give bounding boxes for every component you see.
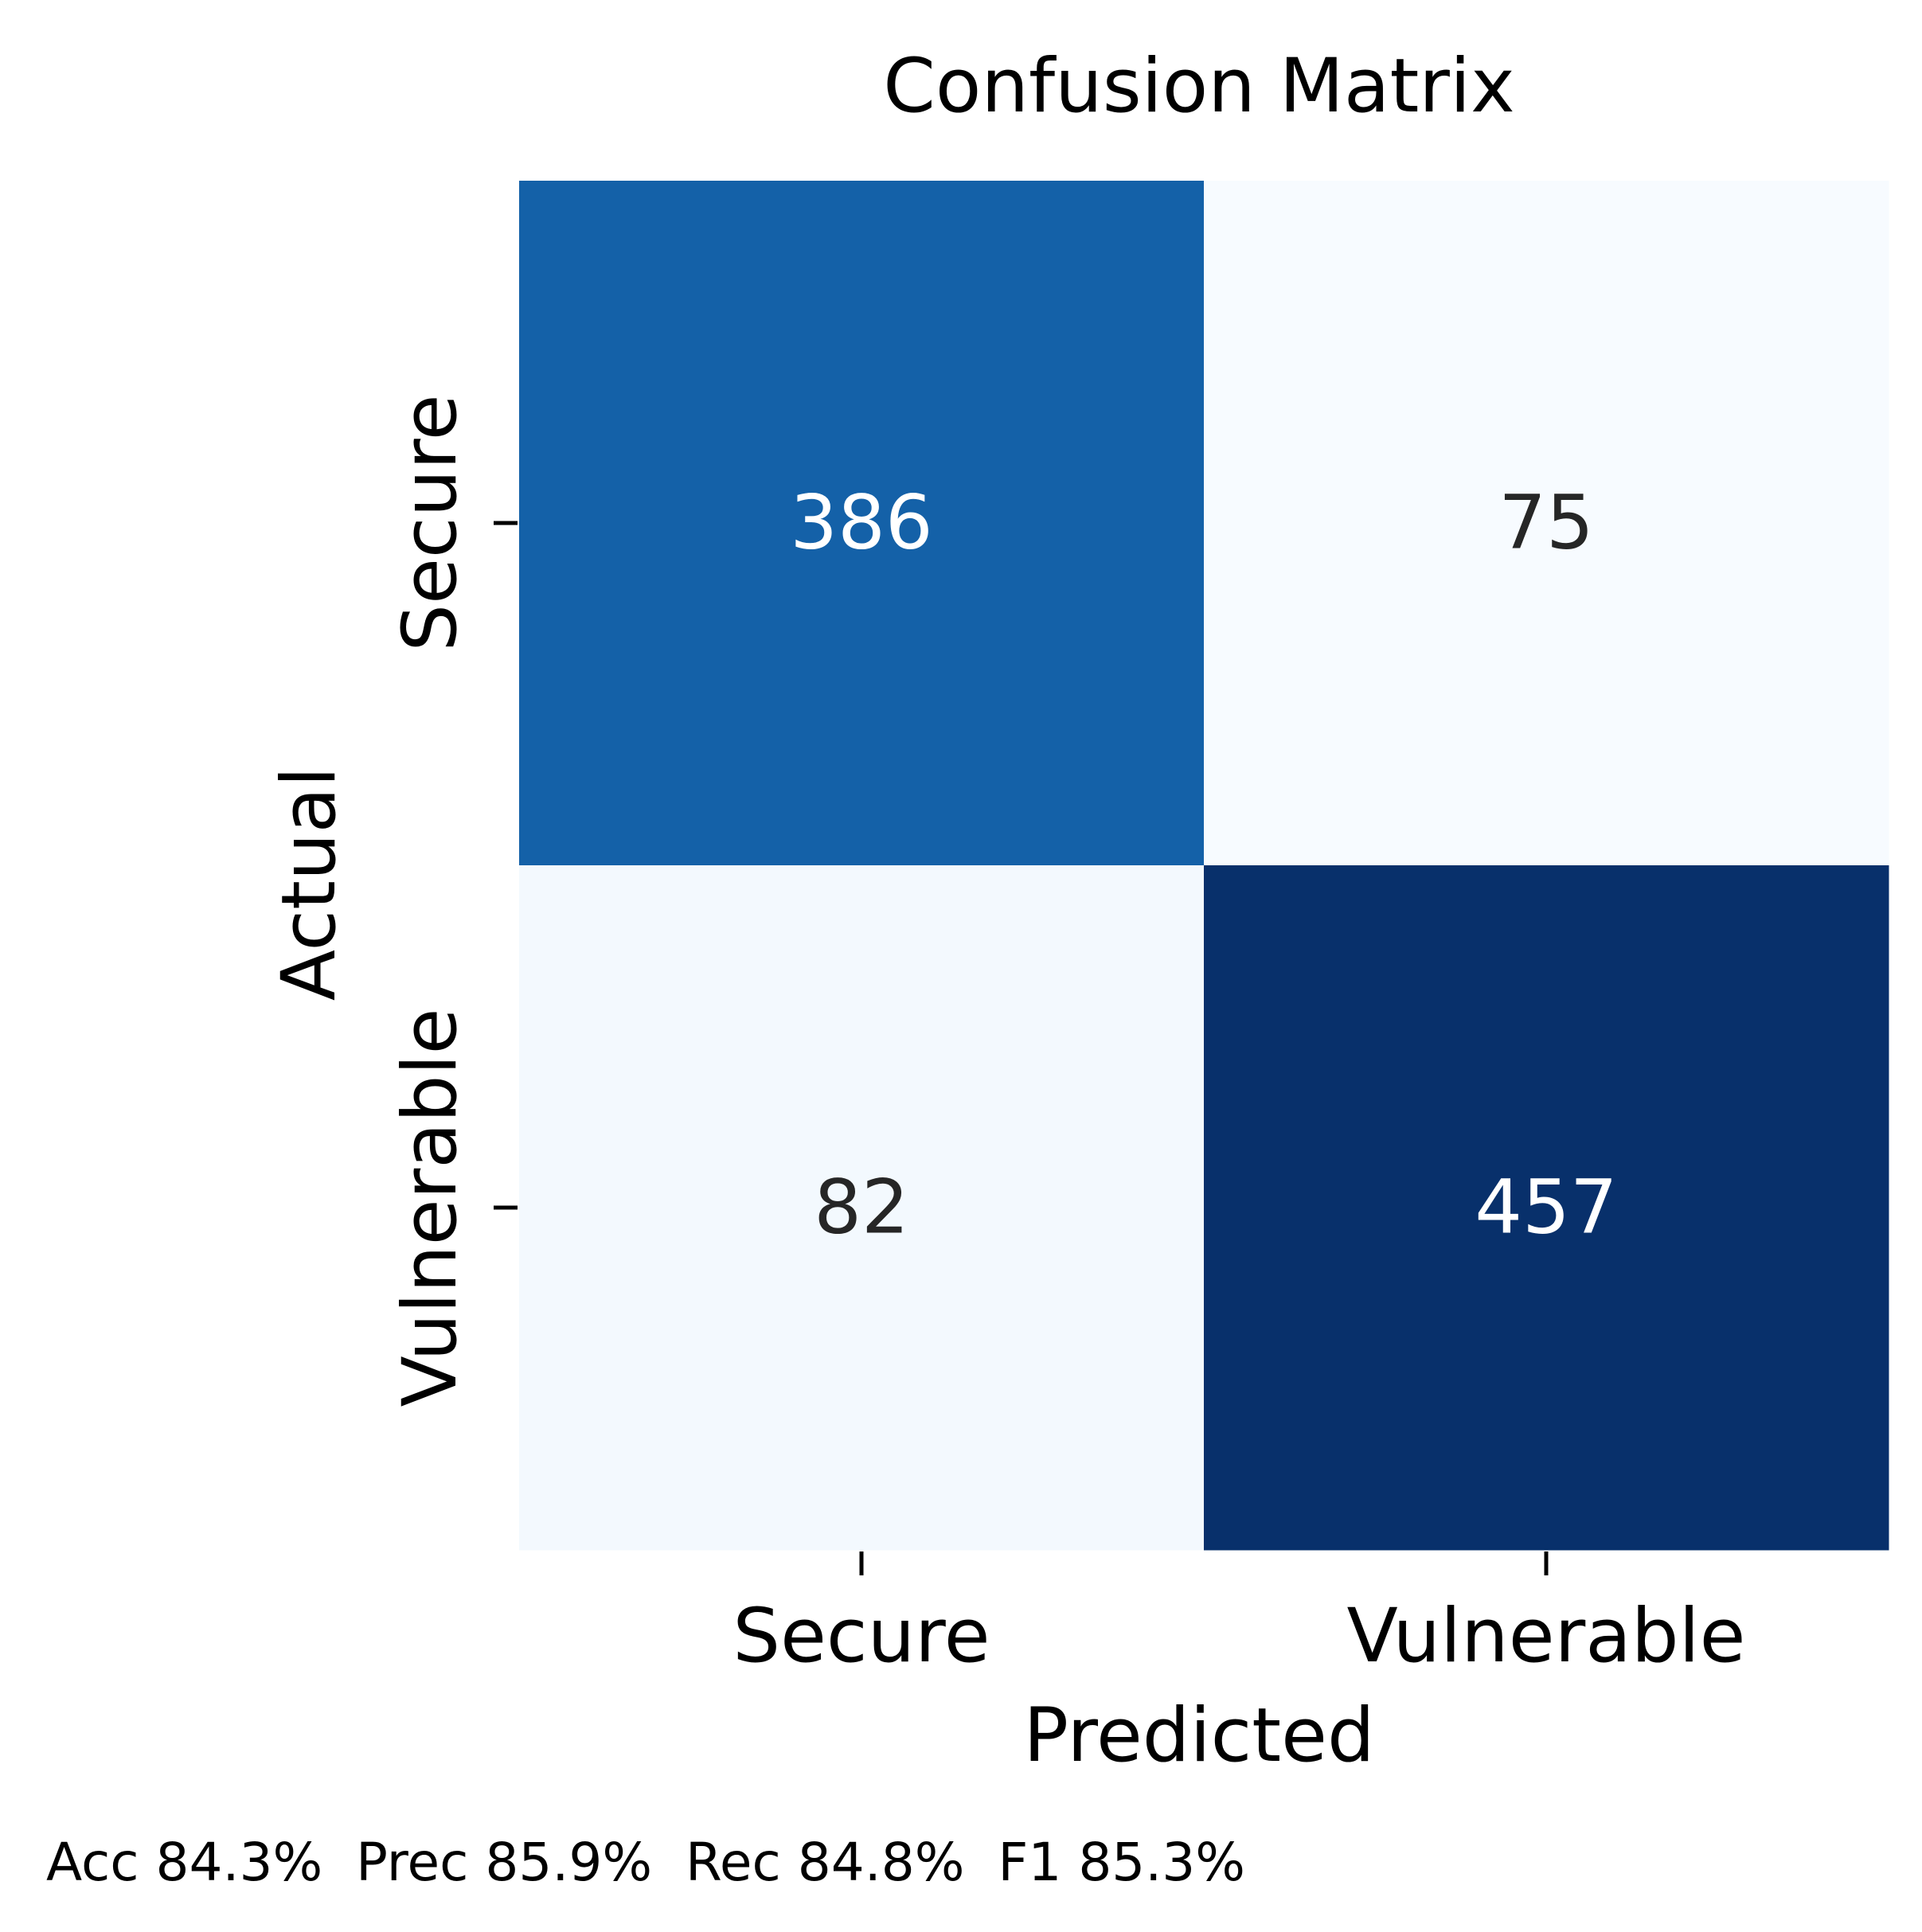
heatmap-cell-1-1: [1204, 865, 1889, 1551]
cell-value-label-0-1: 75: [1498, 480, 1594, 567]
y-tick-label: Vulnerable: [387, 1009, 474, 1407]
heatmap-cell-0-1: [1204, 181, 1889, 866]
chart-title: Confusion Matrix: [883, 43, 1514, 130]
cell-value-label-1-0: 82: [814, 1165, 909, 1251]
x-tick-label: Vulnerable: [1347, 1593, 1746, 1680]
x-axis-ticks: Secure Vulnerable: [732, 1551, 1745, 1680]
y-tick-label: Secure: [387, 394, 474, 651]
metrics-summary: Acc 84.3% Prec 85.9% Rec 84.8% F1 85.3%: [46, 1832, 1245, 1893]
x-tick-label: Secure: [732, 1593, 990, 1680]
heatmap-cell-1-0: [519, 865, 1205, 1551]
x-axis-label: Predicted: [1023, 1692, 1374, 1779]
y-axis-ticks: Secure Vulnerable: [387, 394, 518, 1407]
heatmap-cell-labels: 386 75 82 457: [790, 480, 1617, 1251]
cell-value-label-0-0: 386: [790, 480, 932, 567]
y-axis-label: Actual: [266, 767, 353, 1001]
heatmap-cells: [519, 181, 1889, 1551]
heatmap-cell-0-0: [519, 181, 1205, 866]
cell-value-label-1-1: 457: [1475, 1165, 1617, 1251]
